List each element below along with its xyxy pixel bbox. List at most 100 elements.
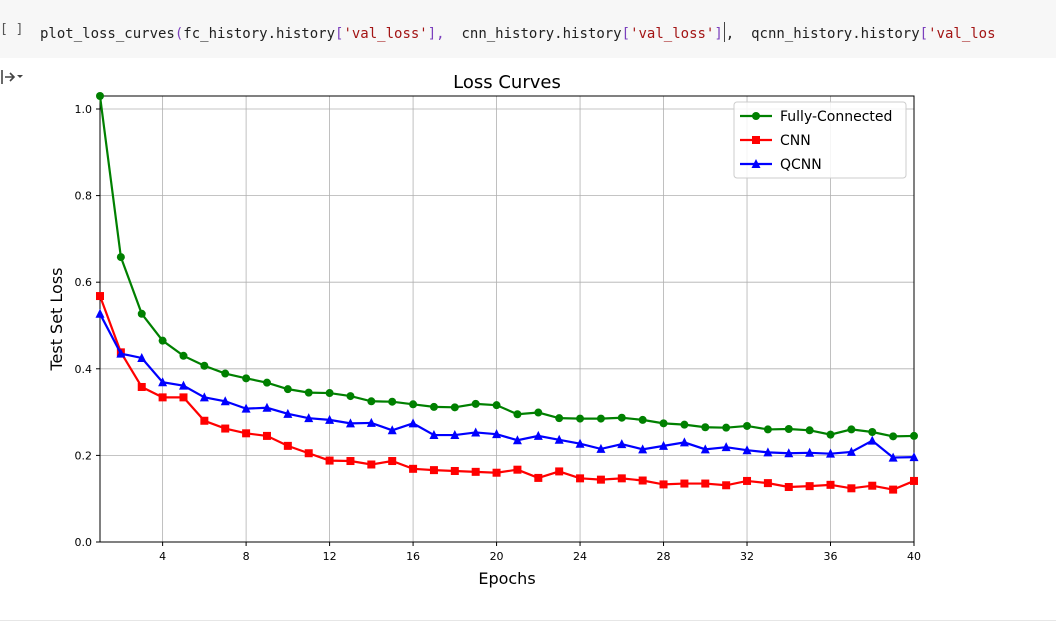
- data-point: [96, 92, 104, 100]
- series-line: [98, 295, 915, 491]
- data-point: [910, 431, 918, 440]
- data-point: [847, 425, 856, 434]
- data-point: [513, 465, 522, 474]
- data-point: [283, 441, 292, 450]
- run-cell-bracket[interactable]: [ ]: [0, 22, 24, 37]
- x-axis-label: Epochs: [478, 569, 535, 588]
- text-cursor: [723, 22, 725, 42]
- data-point: [408, 418, 418, 428]
- code-token: [: [621, 26, 631, 42]
- data-point: [199, 392, 209, 402]
- data-point: [221, 424, 230, 433]
- data-point: [533, 430, 543, 440]
- data-point: [888, 452, 898, 462]
- data-point: [158, 393, 167, 402]
- data-point: [534, 408, 543, 417]
- data-point: [659, 480, 668, 489]
- x-tick-label: 32: [740, 550, 754, 563]
- data-point: [534, 473, 543, 482]
- code-token: qcnn_history.history: [751, 26, 920, 42]
- data-point: [889, 485, 898, 494]
- data-point: [617, 413, 626, 422]
- data-point: [784, 448, 794, 458]
- x-tick-label: 36: [824, 550, 838, 563]
- data-point: [576, 414, 585, 423]
- data-point: [805, 482, 814, 491]
- legend-marker: [752, 136, 760, 144]
- data-point: [805, 426, 814, 435]
- data-point: [805, 447, 815, 457]
- data-point: [617, 439, 627, 449]
- data-point: [325, 389, 334, 398]
- data-point: [555, 414, 564, 423]
- data-point: [742, 445, 752, 455]
- data-point: [721, 442, 731, 452]
- legend-box: [733, 101, 907, 179]
- collapse-output-icon[interactable]: [0, 66, 26, 88]
- data-point: [596, 414, 605, 423]
- data-point: [387, 425, 397, 435]
- data-point: [220, 396, 230, 406]
- data-point: [596, 475, 605, 484]
- data-point: [325, 456, 334, 465]
- code-token: [: [919, 26, 929, 42]
- data-point: [95, 308, 105, 318]
- y-tick-label: 0.4: [75, 363, 93, 376]
- data-point: [471, 427, 481, 437]
- data-point: [450, 466, 459, 475]
- data-point: [200, 416, 209, 425]
- data-point: [179, 351, 188, 360]
- data-point: [826, 448, 836, 458]
- code-editor-line[interactable]: plot_loss_curves(fc_history.history['val…: [40, 22, 1056, 42]
- code-token: 'val_los: [928, 26, 996, 42]
- data-point: [367, 460, 376, 469]
- data-point: [679, 437, 689, 447]
- data-point: [346, 457, 355, 466]
- data-point: [659, 440, 669, 450]
- data-point: [784, 483, 793, 492]
- data-point: [743, 421, 752, 430]
- data-point: [221, 369, 230, 378]
- series-line: [99, 313, 915, 459]
- data-point: [242, 429, 251, 438]
- x-tick-label: 4: [159, 550, 166, 563]
- data-point: [179, 393, 188, 402]
- data-point: [283, 408, 293, 418]
- x-tick-label: 40: [907, 550, 921, 563]
- data-point: [910, 476, 918, 485]
- data-point: [304, 413, 314, 423]
- code-cell[interactable]: [ ] plot_loss_curves(fc_history.history[…: [0, 0, 1056, 58]
- data-point: [743, 476, 752, 485]
- x-tick-label: 8: [243, 550, 250, 563]
- series-line: [98, 95, 915, 438]
- data-point: [471, 467, 480, 476]
- cell-divider: [0, 620, 1056, 621]
- data-point: [325, 414, 335, 424]
- data-point: [409, 400, 418, 409]
- data-point: [826, 480, 835, 489]
- legend-label: QCNN: [780, 157, 822, 173]
- data-point: [450, 403, 459, 412]
- plot-frame: [99, 95, 915, 543]
- data-point: [722, 481, 731, 490]
- data-point: [638, 444, 648, 454]
- code-token: plot_loss_curves: [40, 26, 175, 42]
- data-point: [304, 388, 313, 397]
- data-point: [763, 479, 772, 488]
- chart-title: Loss Curves: [453, 72, 561, 93]
- legend-label: CNN: [780, 133, 811, 149]
- data-point: [555, 467, 564, 476]
- legend-marker: [752, 112, 760, 120]
- y-axis-label: Test Set Loss: [47, 267, 66, 371]
- data-point: [262, 402, 272, 412]
- data-point: [388, 457, 397, 466]
- data-point: [680, 420, 689, 429]
- data-point: [304, 449, 313, 458]
- y-tick-label: 0.8: [75, 190, 93, 203]
- data-point: [638, 415, 647, 424]
- data-point: [158, 377, 168, 387]
- data-point: [868, 428, 877, 437]
- y-tick-label: 0.2: [75, 449, 93, 462]
- data-point: [429, 466, 438, 475]
- x-tick-label: 12: [323, 550, 337, 563]
